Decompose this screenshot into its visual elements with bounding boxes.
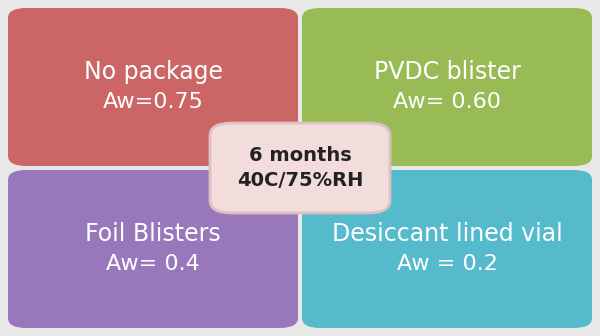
- FancyBboxPatch shape: [210, 123, 390, 213]
- Text: Foil Blisters: Foil Blisters: [85, 222, 221, 246]
- Text: Aw = 0.2: Aw = 0.2: [397, 254, 497, 274]
- Text: Aw= 0.4: Aw= 0.4: [106, 254, 200, 274]
- Text: Desiccant lined vial: Desiccant lined vial: [332, 222, 562, 246]
- Text: Aw= 0.60: Aw= 0.60: [393, 92, 501, 112]
- FancyBboxPatch shape: [8, 170, 298, 328]
- FancyBboxPatch shape: [302, 170, 592, 328]
- Text: Aw=0.75: Aw=0.75: [103, 92, 203, 112]
- Text: 6 months: 6 months: [248, 146, 352, 165]
- FancyBboxPatch shape: [8, 8, 298, 166]
- Text: No package: No package: [83, 60, 223, 84]
- Text: PVDC blister: PVDC blister: [374, 60, 520, 84]
- FancyBboxPatch shape: [302, 8, 592, 166]
- Text: 40C/75%RH: 40C/75%RH: [237, 171, 363, 190]
